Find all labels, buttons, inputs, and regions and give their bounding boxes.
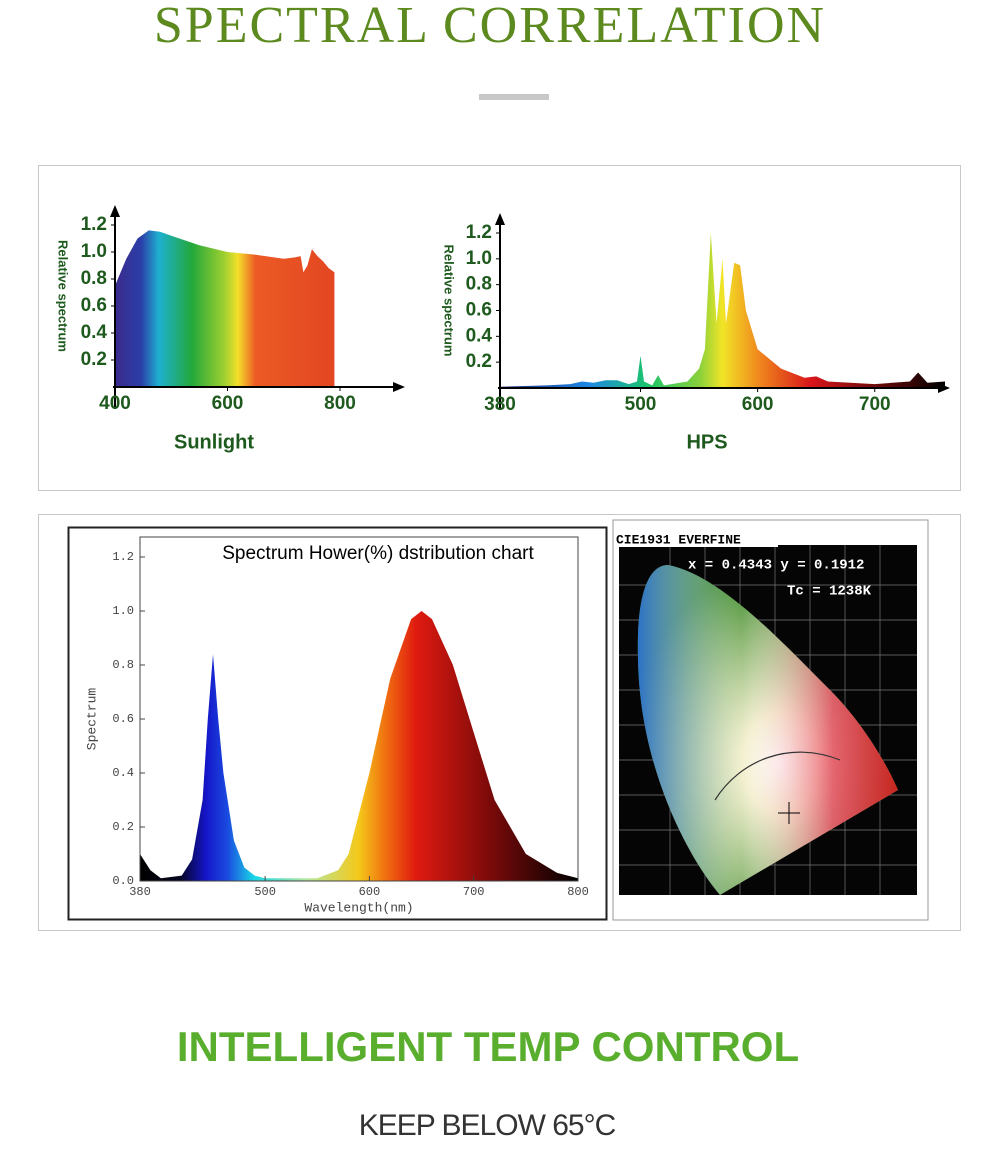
- y-axis-label: Spectrum: [84, 688, 99, 751]
- plot-frame: [139, 536, 579, 882]
- cie-diagram: CIE1931 EVERFINE x = 0.4343 y = 0.1912 T…: [612, 519, 929, 921]
- cie-tc: Tc = 1238K: [787, 584, 872, 600]
- y-tick-label: 0.4: [112, 766, 134, 780]
- x-tick-label: 800: [567, 885, 589, 899]
- x-tick-label: 600: [212, 393, 244, 414]
- y-tick-label: 0.0: [112, 874, 134, 888]
- y-tick-label: 1.0: [81, 241, 107, 262]
- y-tick-label: 1.0: [112, 604, 134, 618]
- y-tick-label: 0.8: [112, 658, 134, 672]
- y-tick-label: 0.2: [466, 351, 492, 372]
- y-tick-label: 0.8: [81, 268, 107, 289]
- x-tick-label: 700: [463, 885, 485, 899]
- axis-arrow: [110, 205, 120, 217]
- y-axis-label: Relative spectrum: [442, 245, 457, 357]
- y-tick-label: 0.4: [81, 322, 108, 343]
- x-tick-label: 700: [859, 394, 891, 415]
- x-tick-label: 380: [484, 394, 516, 415]
- spectrum-area: [140, 611, 578, 881]
- y-tick-label: 1.2: [466, 222, 492, 243]
- planckian-locus: [714, 751, 841, 801]
- x-tick-label: 500: [254, 885, 276, 899]
- cie-label-bg: [614, 532, 778, 547]
- x-tick-label: 380: [129, 885, 151, 899]
- y-tick-label: 0.6: [466, 300, 492, 321]
- x-tick-label: 500: [625, 394, 657, 415]
- x-tick-label: 600: [742, 394, 774, 415]
- axis-arrow: [938, 383, 950, 393]
- x-tick-label: 400: [99, 393, 131, 414]
- y-tick-label: 0.4: [466, 325, 493, 346]
- y-tick-label: 0.2: [81, 349, 107, 370]
- y-tick-label: 1.2: [81, 214, 107, 235]
- chart-title: HPS: [686, 431, 727, 453]
- y-tick-label: 1.2: [112, 550, 134, 564]
- y-tick-label: 0.6: [112, 712, 134, 726]
- axis-arrow: [393, 382, 405, 392]
- cie-horseshoe-tint: [637, 565, 898, 895]
- chart-title: Sunlight: [174, 431, 254, 453]
- cie-title: CIE1931 EVERFINE: [616, 532, 741, 547]
- cie-coordinates: x = 0.4343 y = 0.1912: [688, 558, 864, 574]
- chart-title: Spectrum Hower(%) dstribution chart: [222, 543, 534, 564]
- page-title: SPECTRAL CORRELATION: [154, 0, 826, 54]
- footer-heading: INTELLIGENT TEMP CONTROL: [177, 1023, 799, 1070]
- spectrum-area: [115, 230, 335, 387]
- divider: [479, 94, 549, 100]
- spectrum-area: [500, 233, 945, 388]
- y-tick-label: 0.6: [81, 295, 107, 316]
- y-tick-label: 1.0: [466, 248, 492, 269]
- x-tick-label: 600: [359, 885, 381, 899]
- y-tick-label: 0.2: [112, 820, 134, 834]
- axis-arrow: [495, 213, 505, 225]
- y-tick-label: 0.8: [466, 274, 492, 295]
- x-tick-label: 800: [324, 393, 356, 414]
- x-axis-label: Wavelength(nm): [304, 900, 413, 915]
- footer-note: KEEP BELOW 65°C: [359, 1109, 616, 1142]
- y-axis-label: Relative spectrum: [56, 240, 71, 352]
